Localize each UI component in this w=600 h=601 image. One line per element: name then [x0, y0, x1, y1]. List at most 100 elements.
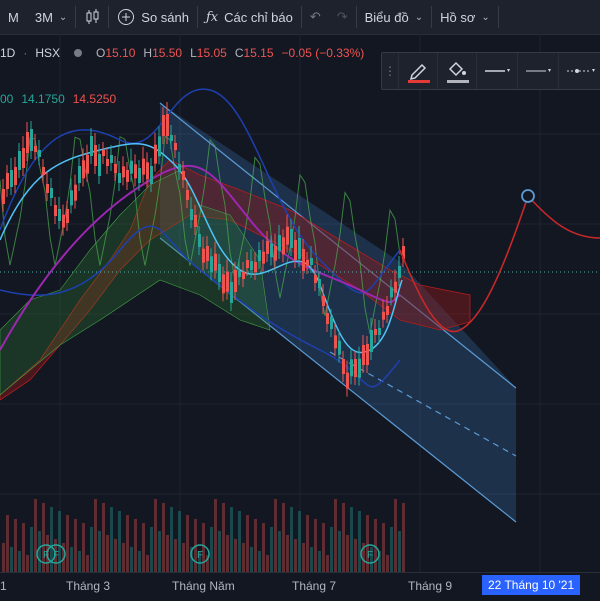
line-width-button[interactable]	[518, 53, 559, 89]
volume-bar	[342, 503, 345, 572]
candle-body	[354, 359, 357, 377]
line-end-button[interactable]	[559, 53, 600, 89]
candle-body	[350, 359, 353, 377]
chart-menu-label: Biểu đồ	[364, 9, 409, 25]
candle-body	[38, 150, 41, 157]
volume-bar	[286, 535, 289, 572]
volume-bar	[290, 507, 293, 572]
fill-color-button[interactable]	[438, 53, 477, 89]
volume-bar	[110, 507, 113, 572]
event-marker-label: F	[367, 550, 373, 561]
volume-bar	[178, 511, 181, 572]
toolbar-divider	[75, 6, 77, 28]
candle-body	[122, 166, 125, 178]
volume-bar	[138, 551, 141, 572]
volume-bar	[350, 507, 353, 572]
compare-label: So sánh	[141, 9, 189, 25]
volume-bar	[314, 519, 317, 572]
volume-bar	[346, 535, 349, 572]
candle-body	[338, 340, 341, 355]
candles-chart-type-button[interactable]	[76, 0, 108, 34]
volume-bar	[34, 499, 37, 572]
indicators-label: Các chỉ báo	[224, 9, 293, 25]
candle-body	[102, 150, 105, 156]
volume-bar	[18, 551, 21, 572]
volume-bar	[158, 531, 161, 572]
volume-bar	[334, 499, 337, 572]
toolbar-divider	[355, 6, 357, 28]
candle-body	[226, 271, 229, 292]
candle-body	[222, 274, 225, 294]
pencil-color-button[interactable]	[399, 53, 438, 89]
candle-body	[158, 136, 161, 157]
dotted-arrow-line-icon	[567, 69, 595, 73]
volume-bar	[66, 515, 69, 572]
profile-menu-label: Hồ sơ	[440, 9, 476, 25]
interval-3m-button[interactable]: 3M ⌄	[27, 0, 75, 34]
event-marker-icon	[36, 544, 56, 564]
chevron-down-icon: ⌄	[414, 11, 424, 23]
interval-m-button[interactable]: M	[0, 0, 27, 34]
indicator-legend: 00 14.1750 14.5250	[0, 92, 116, 106]
candle-body	[186, 190, 189, 200]
volume-bar	[374, 519, 377, 572]
exchange-text: HSX	[35, 46, 61, 60]
volume-bar	[82, 523, 85, 572]
volume-bar	[210, 527, 213, 572]
candle-body	[278, 235, 281, 251]
volume-bar	[162, 503, 165, 572]
candle-body	[366, 344, 369, 365]
candle-body	[302, 249, 305, 271]
candle-body	[370, 330, 373, 352]
candle-body	[318, 279, 321, 288]
candle-body	[42, 167, 45, 175]
candle-body	[290, 229, 293, 248]
volume-bar	[230, 507, 233, 572]
redo-button[interactable]: ↷	[329, 0, 356, 34]
indicators-button[interactable]: ƒx Các chỉ báo	[198, 0, 301, 34]
volume-bar	[170, 507, 173, 572]
volume-bar	[322, 523, 325, 572]
toolbar-divider	[300, 6, 302, 28]
profile-menu-button[interactable]: Hồ sơ ⌄	[432, 0, 498, 34]
chevron-down-icon: ⌄	[58, 11, 68, 23]
volume-bar	[30, 527, 33, 572]
volume-bar	[226, 535, 229, 572]
candle-body	[214, 253, 217, 271]
volume-bar	[362, 543, 365, 572]
indicator-value-1: 14.1750	[21, 92, 65, 106]
chart-menu-button[interactable]: Biểu đồ ⌄	[357, 0, 431, 34]
volume-bar	[98, 531, 101, 572]
volume-bar	[174, 539, 177, 572]
compare-button[interactable]: So sánh	[109, 0, 197, 34]
candle-body	[266, 241, 269, 254]
open-value: 15.10	[105, 46, 136, 60]
line-style-button[interactable]	[477, 53, 518, 89]
volume-bar	[102, 503, 105, 572]
candle-body	[14, 167, 17, 185]
candle-body	[134, 164, 137, 179]
volume-bar	[254, 519, 257, 572]
candle-body	[2, 189, 5, 204]
volume-bar	[402, 503, 405, 572]
undo-button[interactable]: ↶	[302, 0, 329, 34]
volume-bar	[150, 527, 153, 572]
candle-body	[198, 234, 201, 247]
candle-body	[326, 313, 329, 324]
candle-body	[10, 170, 13, 187]
volume-bar	[94, 499, 97, 572]
drag-handle-icon[interactable]: ⋮	[382, 53, 399, 89]
current-date-tag: 22 Tháng 10 '21	[482, 575, 581, 595]
candle-body	[178, 164, 181, 172]
candle-body	[362, 345, 365, 365]
toolbar-divider	[497, 6, 499, 28]
time-axis[interactable]: 1 Tháng 3 Tháng Năm Tháng 7 Tháng 9 22 T…	[0, 572, 600, 601]
volume-bar	[106, 535, 109, 572]
candle-body	[202, 248, 205, 263]
volume-bar	[198, 551, 201, 572]
volume-bar	[6, 515, 9, 572]
candle-body	[286, 226, 289, 245]
volume-bar	[330, 527, 333, 572]
indicator-prefix: 00	[0, 92, 14, 106]
